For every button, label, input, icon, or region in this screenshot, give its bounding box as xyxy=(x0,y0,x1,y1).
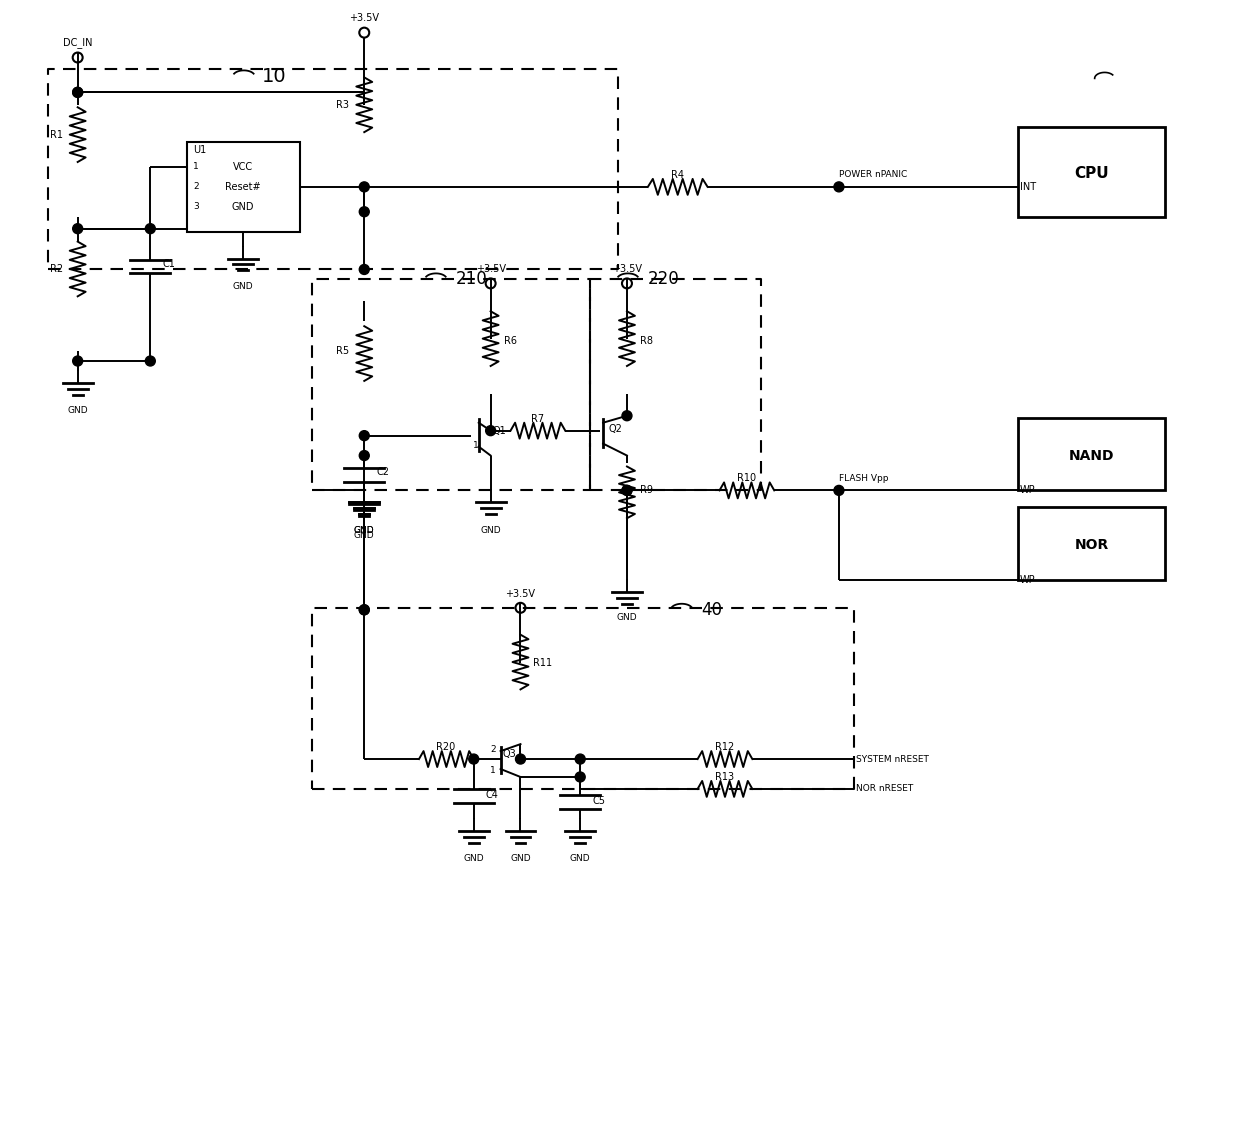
Text: GND: GND xyxy=(570,854,590,863)
Bar xyxy=(187,142,300,231)
Text: NOR: NOR xyxy=(1075,539,1109,552)
Circle shape xyxy=(516,754,526,764)
Text: R4: R4 xyxy=(671,170,684,180)
Circle shape xyxy=(835,181,844,192)
Text: 1: 1 xyxy=(193,162,198,171)
Text: GND: GND xyxy=(232,202,254,212)
Circle shape xyxy=(73,356,83,366)
Text: +3.5V: +3.5V xyxy=(506,589,536,599)
Text: NAND: NAND xyxy=(1069,449,1115,463)
Text: VCC: VCC xyxy=(233,162,253,172)
Circle shape xyxy=(360,604,370,615)
Text: C1: C1 xyxy=(162,260,175,270)
Text: R5: R5 xyxy=(336,346,350,356)
Text: +3.5V: +3.5V xyxy=(613,264,642,274)
Text: GND: GND xyxy=(480,526,501,535)
Text: R9: R9 xyxy=(640,485,653,496)
Circle shape xyxy=(360,450,370,460)
Text: Q2: Q2 xyxy=(608,424,622,433)
Text: GND: GND xyxy=(353,526,374,535)
Text: GND: GND xyxy=(464,854,484,863)
Circle shape xyxy=(360,431,370,441)
Circle shape xyxy=(575,754,585,764)
Text: +3.5V: +3.5V xyxy=(476,264,506,274)
Bar xyxy=(1018,507,1166,579)
Circle shape xyxy=(73,87,83,98)
Text: NOR nRESET: NOR nRESET xyxy=(856,785,913,794)
Text: R3: R3 xyxy=(336,100,350,110)
Text: R2: R2 xyxy=(50,264,63,274)
Text: 220: 220 xyxy=(647,270,680,288)
Text: +3.5V: +3.5V xyxy=(350,12,379,23)
Text: 2: 2 xyxy=(193,183,198,192)
Text: 40: 40 xyxy=(702,601,723,619)
Text: WP: WP xyxy=(1021,485,1035,496)
Bar xyxy=(1018,127,1166,217)
Circle shape xyxy=(360,206,370,217)
Text: Q3: Q3 xyxy=(502,750,516,759)
Text: Reset#: Reset# xyxy=(224,181,260,192)
Circle shape xyxy=(73,223,83,234)
Text: GND: GND xyxy=(353,526,374,535)
Text: POWER nPANIC: POWER nPANIC xyxy=(839,170,908,179)
Circle shape xyxy=(360,264,370,274)
Circle shape xyxy=(145,356,155,366)
Text: C5: C5 xyxy=(593,796,605,806)
Text: C2: C2 xyxy=(376,467,389,477)
Circle shape xyxy=(835,485,844,496)
Text: CPU: CPU xyxy=(1074,167,1109,181)
Text: GND: GND xyxy=(616,613,637,623)
Bar xyxy=(1018,417,1166,490)
Text: GND: GND xyxy=(233,282,253,291)
Text: R6: R6 xyxy=(503,336,517,346)
Text: C4: C4 xyxy=(486,790,498,799)
Text: GND: GND xyxy=(510,854,531,863)
Text: 210: 210 xyxy=(456,270,487,288)
Text: 1: 1 xyxy=(490,767,496,776)
Text: R7: R7 xyxy=(531,414,544,424)
Circle shape xyxy=(622,411,632,421)
Text: R8: R8 xyxy=(640,336,653,346)
Text: 2: 2 xyxy=(490,745,496,754)
Text: R20: R20 xyxy=(436,742,455,752)
Text: R1: R1 xyxy=(50,130,63,141)
Text: Q1: Q1 xyxy=(492,425,506,435)
Text: INT: INT xyxy=(1021,181,1037,192)
Text: U1: U1 xyxy=(193,145,206,155)
Circle shape xyxy=(575,772,585,782)
Text: R13: R13 xyxy=(715,772,734,782)
Circle shape xyxy=(360,604,370,615)
Text: SYSTEM nRESET: SYSTEM nRESET xyxy=(856,754,929,763)
Text: 3: 3 xyxy=(193,202,198,211)
Circle shape xyxy=(73,87,83,98)
Circle shape xyxy=(469,754,479,764)
Circle shape xyxy=(145,223,155,234)
Text: R12: R12 xyxy=(715,742,734,752)
Circle shape xyxy=(360,181,370,192)
Text: GND: GND xyxy=(353,531,374,540)
Circle shape xyxy=(622,485,632,496)
Circle shape xyxy=(486,425,496,435)
Text: 10: 10 xyxy=(262,67,286,86)
Text: WP: WP xyxy=(1021,575,1035,585)
Text: FLASH Vpp: FLASH Vpp xyxy=(839,474,888,483)
Text: GND: GND xyxy=(67,406,88,415)
Text: R11: R11 xyxy=(533,658,553,668)
Text: 1: 1 xyxy=(472,441,479,450)
Text: DC_IN: DC_IN xyxy=(63,37,93,48)
Text: R10: R10 xyxy=(737,473,756,483)
Circle shape xyxy=(622,485,632,496)
